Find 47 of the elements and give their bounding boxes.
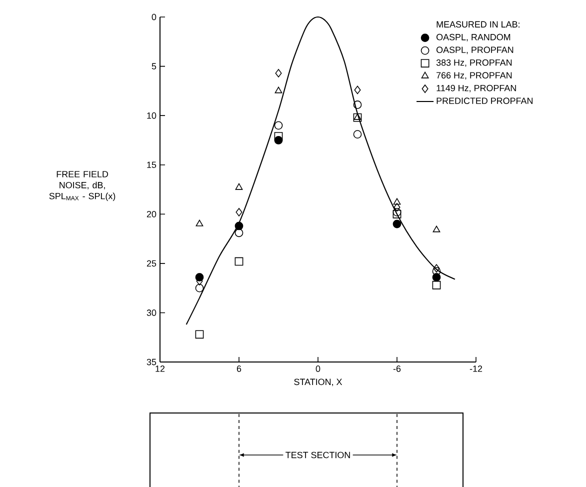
point bbox=[433, 264, 440, 273]
point bbox=[353, 130, 362, 139]
y-tick-label: 0 bbox=[152, 14, 156, 20]
point bbox=[234, 257, 244, 266]
legend-label: 766 Hz, PROPFAN bbox=[436, 72, 512, 80]
point bbox=[393, 198, 401, 205]
point bbox=[275, 68, 282, 78]
text: TEST SECTION bbox=[286, 452, 350, 458]
point bbox=[432, 226, 440, 232]
point bbox=[394, 203, 400, 212]
point bbox=[236, 208, 242, 216]
point bbox=[274, 86, 282, 94]
point bbox=[432, 280, 441, 290]
legend-label: 383 Hz, PROPFAN bbox=[436, 59, 512, 67]
point bbox=[392, 210, 402, 218]
y-tick-label: 20 bbox=[146, 210, 156, 218]
y-tick-label: 5 bbox=[152, 63, 156, 70]
x-tick-label: 0 bbox=[316, 366, 320, 372]
point bbox=[195, 284, 204, 292]
y-tick-label: 10 bbox=[147, 112, 156, 119]
point bbox=[353, 100, 362, 109]
legend-label: 1149 Hz, PROPFAN bbox=[436, 84, 516, 92]
legend-label: OASPL, PROPFAN bbox=[436, 46, 514, 54]
legend-label: OASPL, RANDOM bbox=[436, 34, 510, 42]
point bbox=[234, 228, 244, 238]
legend-title: MEASURED IN LAB: bbox=[436, 21, 520, 28]
point bbox=[354, 113, 362, 120]
x-axis-title: STATION, X bbox=[294, 378, 342, 386]
point bbox=[274, 121, 283, 130]
point bbox=[195, 330, 204, 339]
x-tick-label: 12 bbox=[156, 366, 165, 372]
point bbox=[274, 132, 283, 140]
y-axis-title: FREE FIELD NOISE, dB, SPL$_{MAX}$ - SPL(x) bbox=[49, 171, 116, 202]
y-tick-label: 30 bbox=[146, 310, 156, 316]
y-tick-label: 15 bbox=[147, 162, 156, 168]
y-tick-label: 25 bbox=[146, 260, 156, 267]
point bbox=[353, 113, 362, 122]
point bbox=[354, 86, 361, 94]
point bbox=[196, 220, 204, 226]
x-tick-label: 6 bbox=[236, 366, 242, 372]
y-tick-label: 35 bbox=[146, 358, 156, 366]
legend-label: PREDICTED PROPFAN bbox=[436, 98, 533, 104]
x-tick-label: -6 bbox=[393, 366, 401, 372]
point bbox=[234, 222, 244, 230]
point bbox=[392, 220, 402, 228]
point bbox=[235, 183, 243, 190]
x-tick-label: -12 bbox=[470, 366, 482, 372]
